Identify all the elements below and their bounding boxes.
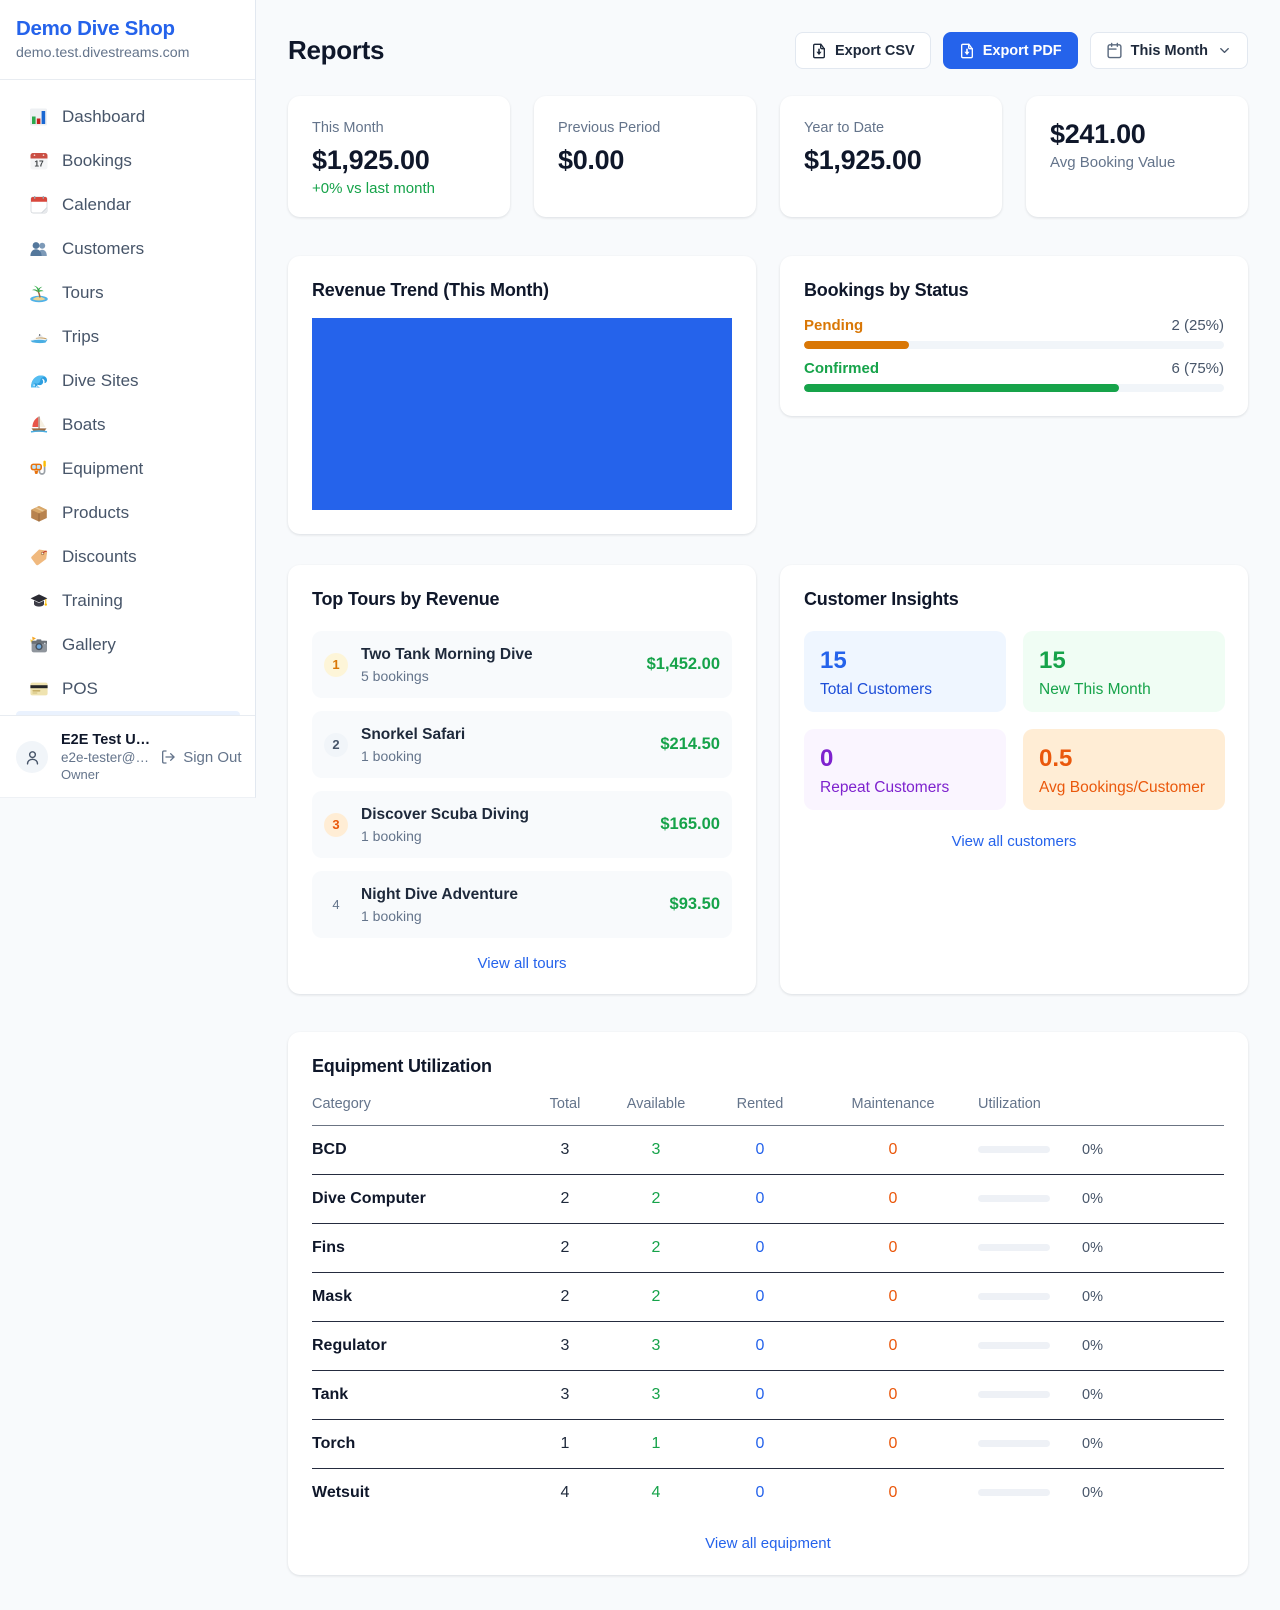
svg-text:17: 17 xyxy=(34,159,44,169)
